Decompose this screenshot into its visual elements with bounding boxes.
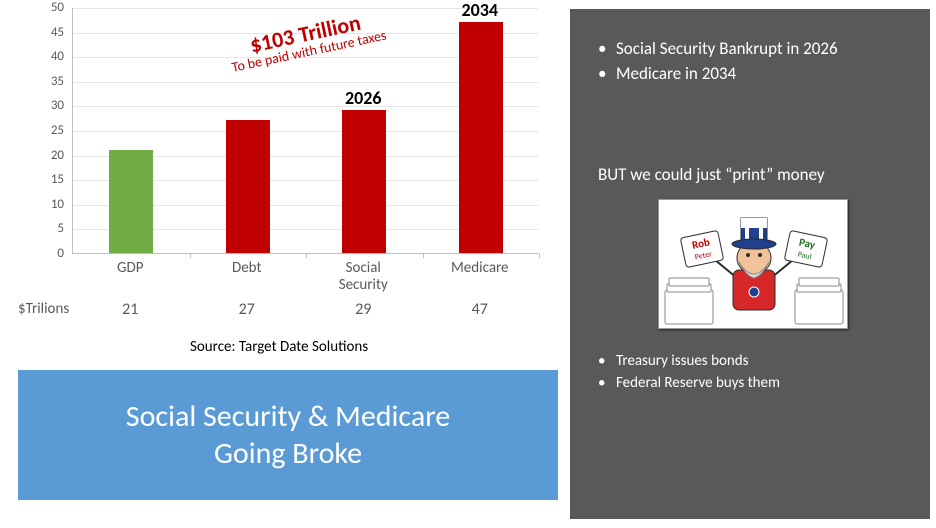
- top-bullet-list: Social Security Bankrupt in 2026Medicare…: [598, 37, 908, 86]
- slide: $103 Trillion To be paid with future tax…: [0, 0, 936, 528]
- y-tick-label: 40: [18, 49, 64, 64]
- row-header: $Trilions: [18, 300, 69, 318]
- y-tick-label: 10: [18, 197, 64, 212]
- row-value: 27: [239, 300, 255, 319]
- row-value: 21: [122, 300, 138, 319]
- y-tick-label: 0: [18, 246, 64, 261]
- bar: [342, 110, 386, 253]
- row-value: 47: [472, 300, 488, 319]
- uncle-sam-illustration: Rob Peter Pay Paul: [658, 199, 848, 329]
- bar-chart: $103 Trillion To be paid with future tax…: [18, 8, 558, 328]
- y-tick-label: 25: [18, 123, 64, 138]
- print-money-line: BUT we could just “print” money: [598, 164, 908, 185]
- x-category-label: Medicare: [422, 260, 539, 277]
- y-tick-label: 30: [18, 98, 64, 113]
- bar: [459, 22, 503, 253]
- title-box: Social Security & MedicareGoing Broke: [18, 370, 558, 500]
- x-category-label: Debt: [189, 260, 306, 277]
- y-tick-label: 45: [18, 25, 64, 40]
- bottom-bullet: Federal Reserve buys them: [598, 373, 908, 395]
- left-pane: $103 Trillion To be paid with future tax…: [0, 0, 570, 528]
- top-bullet: Medicare in 2034: [598, 62, 908, 87]
- chart-source: Source: Target Date Solutions: [190, 338, 368, 356]
- bottom-bullet-list: Treasury issues bondsFederal Reserve buy…: [598, 351, 908, 395]
- x-category-label: GDP: [72, 260, 189, 277]
- row-value: 29: [355, 300, 371, 319]
- y-tick-label: 5: [18, 221, 64, 236]
- y-tick-label: 35: [18, 74, 64, 89]
- bar-top-label: 2026: [345, 87, 382, 109]
- y-tick-label: 20: [18, 148, 64, 163]
- bar: [109, 150, 153, 253]
- bar-top-label: 2034: [462, 0, 499, 21]
- y-tick-label: 15: [18, 172, 64, 187]
- top-bullet: Social Security Bankrupt in 2026: [598, 37, 908, 62]
- bar: [226, 120, 270, 253]
- slide-title: Social Security & MedicareGoing Broke: [126, 398, 450, 473]
- x-category-label: SocialSecurity: [305, 260, 422, 295]
- y-tick-label: 50: [18, 0, 64, 15]
- right-panel: Social Security Bankrupt in 2026Medicare…: [570, 9, 930, 519]
- bottom-bullet: Treasury issues bonds: [598, 351, 908, 373]
